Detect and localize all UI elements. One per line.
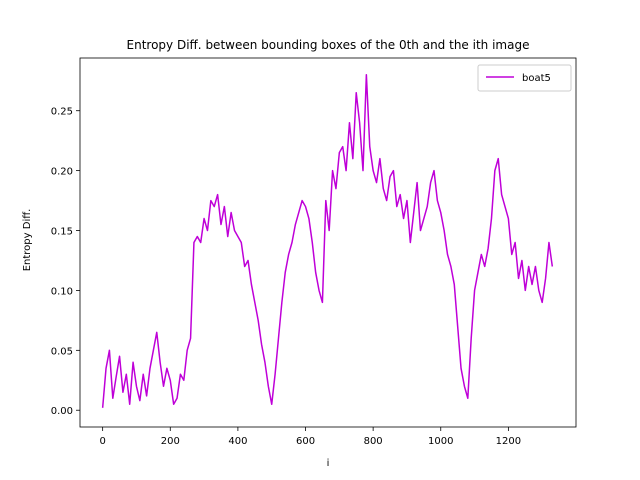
- y-axis-ticks: 0.00 0.05 0.10 0.15 0.20 0.25: [51, 107, 80, 417]
- x-axis-label: i: [327, 458, 330, 469]
- series-line-boat5: [101, 74, 554, 408]
- y-tick-label: 0.15: [51, 227, 73, 238]
- x-axis-ticks: 0 200 400 600 800 1000 1200: [99, 427, 521, 447]
- y-axis-label: Entropy Diff.: [22, 209, 33, 272]
- chart-title: Entropy Diff. between bounding boxes of …: [127, 38, 530, 52]
- x-tick-label: 0: [99, 436, 105, 447]
- x-tick-label: 1000: [428, 436, 453, 447]
- plot-area: [79, 57, 577, 428]
- legend: boat5: [477, 64, 572, 92]
- x-tick-label: 200: [161, 436, 180, 447]
- y-tick-label: 0.20: [51, 167, 73, 178]
- legend-label-boat5: boat5: [522, 73, 551, 84]
- x-tick-label: 1200: [496, 436, 521, 447]
- axes-frame: [79, 57, 577, 428]
- y-tick-label: 0.05: [51, 346, 73, 357]
- y-tick-label: 0.25: [51, 107, 73, 118]
- y-tick-label: 0.00: [51, 406, 73, 417]
- legend-box: [477, 64, 572, 92]
- y-tick-label: 0.10: [51, 286, 73, 297]
- x-tick-label: 600: [296, 436, 315, 447]
- x-tick-label: 400: [228, 436, 247, 447]
- x-tick-label: 800: [364, 436, 383, 447]
